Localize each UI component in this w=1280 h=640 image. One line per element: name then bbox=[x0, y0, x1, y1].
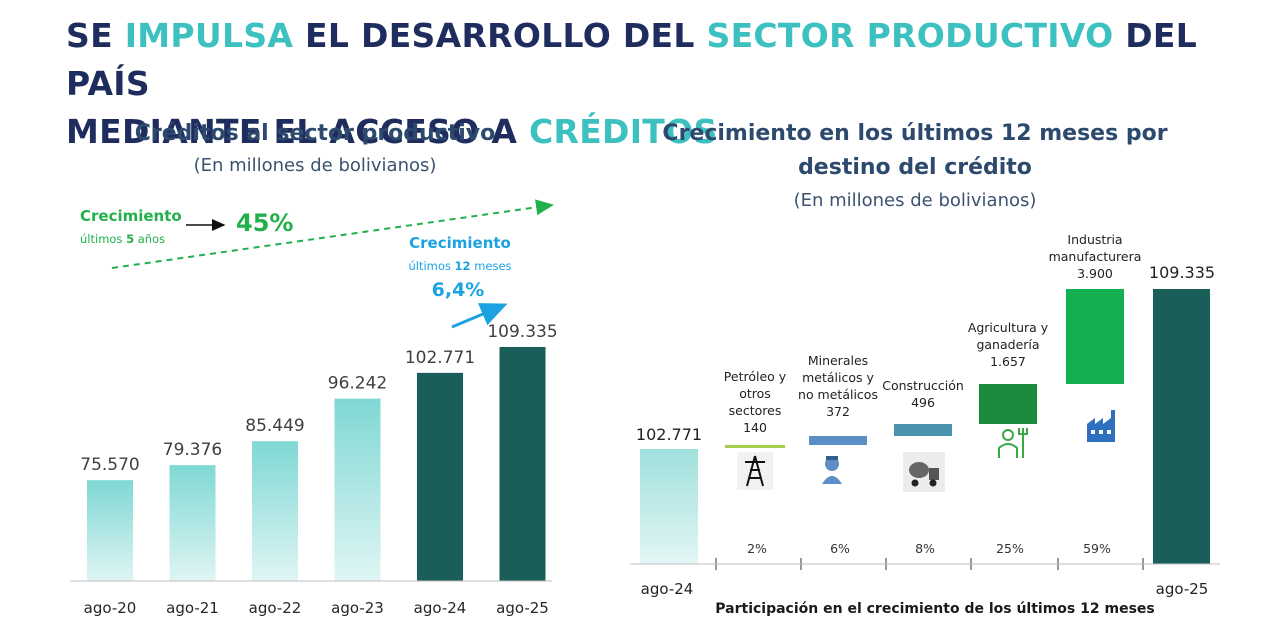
step-value-label: 372 bbox=[826, 404, 850, 419]
icon-window bbox=[1107, 430, 1111, 434]
left-bar-ago-25 bbox=[499, 347, 546, 581]
factory-icon bbox=[1087, 410, 1115, 442]
step-name-label: Petróleo y bbox=[724, 369, 787, 384]
step-name-label: sectores bbox=[729, 403, 782, 418]
right-chart-title-line2: destino del crédito bbox=[798, 155, 1032, 180]
right-waterfall-chart: 102.771 ago-24 109.335 ago-25 Petróleo y otro… bbox=[630, 232, 1220, 617]
left-category-label: ago-25 bbox=[496, 599, 549, 617]
icon-shape bbox=[826, 456, 838, 460]
five-year-growth-value: 45% bbox=[236, 209, 293, 237]
left-category-label: ago-20 bbox=[84, 599, 137, 617]
left-bar-ago-23 bbox=[334, 398, 381, 581]
step-value-label: 1.657 bbox=[990, 354, 1026, 369]
icon-shape bbox=[822, 476, 842, 484]
step-bar-5 bbox=[1066, 289, 1124, 384]
icon-window bbox=[1091, 430, 1095, 434]
five-year-growth-label: Crecimiento bbox=[80, 207, 182, 225]
icon-shape bbox=[998, 443, 1018, 458]
left-bar-value-label: 79.376 bbox=[163, 440, 222, 460]
icon-shape bbox=[745, 455, 765, 487]
step-share-label: 59% bbox=[1083, 541, 1111, 556]
end-bar-value-label: 109.335 bbox=[1149, 263, 1215, 282]
left-bar-ago-21 bbox=[169, 465, 216, 581]
left-bar-value-label: 102.771 bbox=[405, 348, 475, 368]
twelve-month-growth-sublabel: últimos 12 meses bbox=[408, 259, 511, 273]
icon-shape bbox=[909, 462, 929, 478]
step-name-label: no metálicos bbox=[798, 387, 878, 402]
left-bar-ago-24 bbox=[417, 372, 463, 581]
page-title: SE IMPULSA EL DESARROLLO DEL SECTOR PROD… bbox=[66, 12, 1246, 156]
left-bar-ago-20 bbox=[87, 480, 133, 581]
title-segment: SE bbox=[66, 16, 125, 55]
step-value-label: 3.900 bbox=[1077, 266, 1113, 281]
twelve-month-growth-label: Crecimiento bbox=[409, 234, 511, 252]
step-name-label: Construcción bbox=[882, 378, 964, 393]
title-segment: MEDIANTE EL ACCESO A bbox=[66, 112, 529, 151]
left-bar-chart: 75.570 ago-20 79.376 ago-21 85.449 ago-22 96.2… bbox=[70, 199, 558, 617]
left-bar-value-label: 85.449 bbox=[245, 416, 304, 436]
start-category-label: ago-24 bbox=[641, 580, 694, 598]
left-chart-unit: (En millones de bolivianos) bbox=[193, 155, 437, 176]
step-bar-3 bbox=[894, 424, 952, 436]
icon-shape bbox=[825, 457, 839, 471]
icon-shape bbox=[911, 479, 919, 487]
left-category-label: ago-22 bbox=[249, 599, 302, 617]
twelve-month-growth-value: 6,4% bbox=[432, 279, 485, 301]
step-share-label: 8% bbox=[915, 541, 935, 556]
step-share-label: 2% bbox=[747, 541, 767, 556]
step-value-label: 140 bbox=[743, 420, 767, 435]
left-chart-title: Créditos al sector productivo bbox=[134, 121, 496, 146]
title-segment: SECTOR PRODUCTIVO bbox=[706, 16, 1114, 55]
title-segment: IMPULSA bbox=[124, 16, 294, 55]
right-chart-title-line1: Crecimiento en los últimos 12 meses por bbox=[662, 121, 1168, 146]
start-bar bbox=[640, 449, 698, 564]
icon-window bbox=[1099, 430, 1103, 434]
end-bar bbox=[1153, 289, 1210, 564]
icon-shape bbox=[1002, 429, 1014, 441]
step-name-label: Minerales bbox=[808, 353, 868, 368]
end-category-label: ago-25 bbox=[1156, 580, 1209, 598]
step-bar-2 bbox=[809, 436, 867, 445]
miner-icon bbox=[822, 456, 842, 484]
step-bar-1 bbox=[725, 445, 785, 448]
twelve-month-arrow bbox=[451, 303, 508, 329]
oil-rig-icon bbox=[737, 452, 773, 490]
step-value-label: 496 bbox=[911, 395, 935, 410]
step-bar-4 bbox=[979, 384, 1037, 424]
right-chart-xlabel: Participación en el crecimiento de los ú… bbox=[715, 601, 1154, 617]
five-year-growth-sublabel: últimos 5 años bbox=[80, 232, 165, 246]
left-category-label: ago-24 bbox=[414, 599, 467, 617]
left-category-label: ago-23 bbox=[331, 599, 384, 617]
five-year-trend-arrow bbox=[111, 199, 554, 269]
step-name-label: manufacturera bbox=[1049, 249, 1142, 264]
icon-shape bbox=[929, 479, 937, 487]
page-title-line1: SE IMPULSA EL DESARROLLO DEL SECTOR PROD… bbox=[66, 12, 1246, 108]
step-name-label: metálicos y bbox=[802, 370, 874, 385]
step-name-label: ganadería bbox=[976, 337, 1039, 352]
cement-truck-icon bbox=[903, 452, 945, 492]
step-name-label: Agricultura y bbox=[968, 320, 1049, 335]
left-bar-value-label: 75.570 bbox=[80, 455, 139, 475]
right-chart-unit: (En millones de bolivianos) bbox=[793, 190, 1037, 211]
title-segment: EL DESARROLLO DEL bbox=[293, 16, 707, 55]
left-bar-value-label: 96.242 bbox=[328, 374, 387, 394]
left-bar-ago-22 bbox=[252, 441, 298, 581]
left-category-label: ago-21 bbox=[166, 599, 219, 617]
step-share-label: 25% bbox=[996, 541, 1024, 556]
icon-shape bbox=[929, 468, 939, 480]
start-bar-value-label: 102.771 bbox=[636, 425, 702, 444]
step-name-label: otros bbox=[739, 386, 771, 401]
farmer-icon bbox=[998, 428, 1028, 458]
title-segment: CRÉDITOS bbox=[528, 112, 718, 151]
left-bar-value-label: 109.335 bbox=[487, 322, 557, 342]
icon-shape bbox=[1087, 410, 1115, 442]
page-title-line2: MEDIANTE EL ACCESO A CRÉDITOS bbox=[66, 108, 1246, 156]
icon-shape bbox=[1018, 428, 1028, 458]
step-share-label: 6% bbox=[830, 541, 850, 556]
title-segment: DEL PAÍS bbox=[66, 16, 1198, 103]
step-name-label: Industria bbox=[1067, 232, 1122, 247]
